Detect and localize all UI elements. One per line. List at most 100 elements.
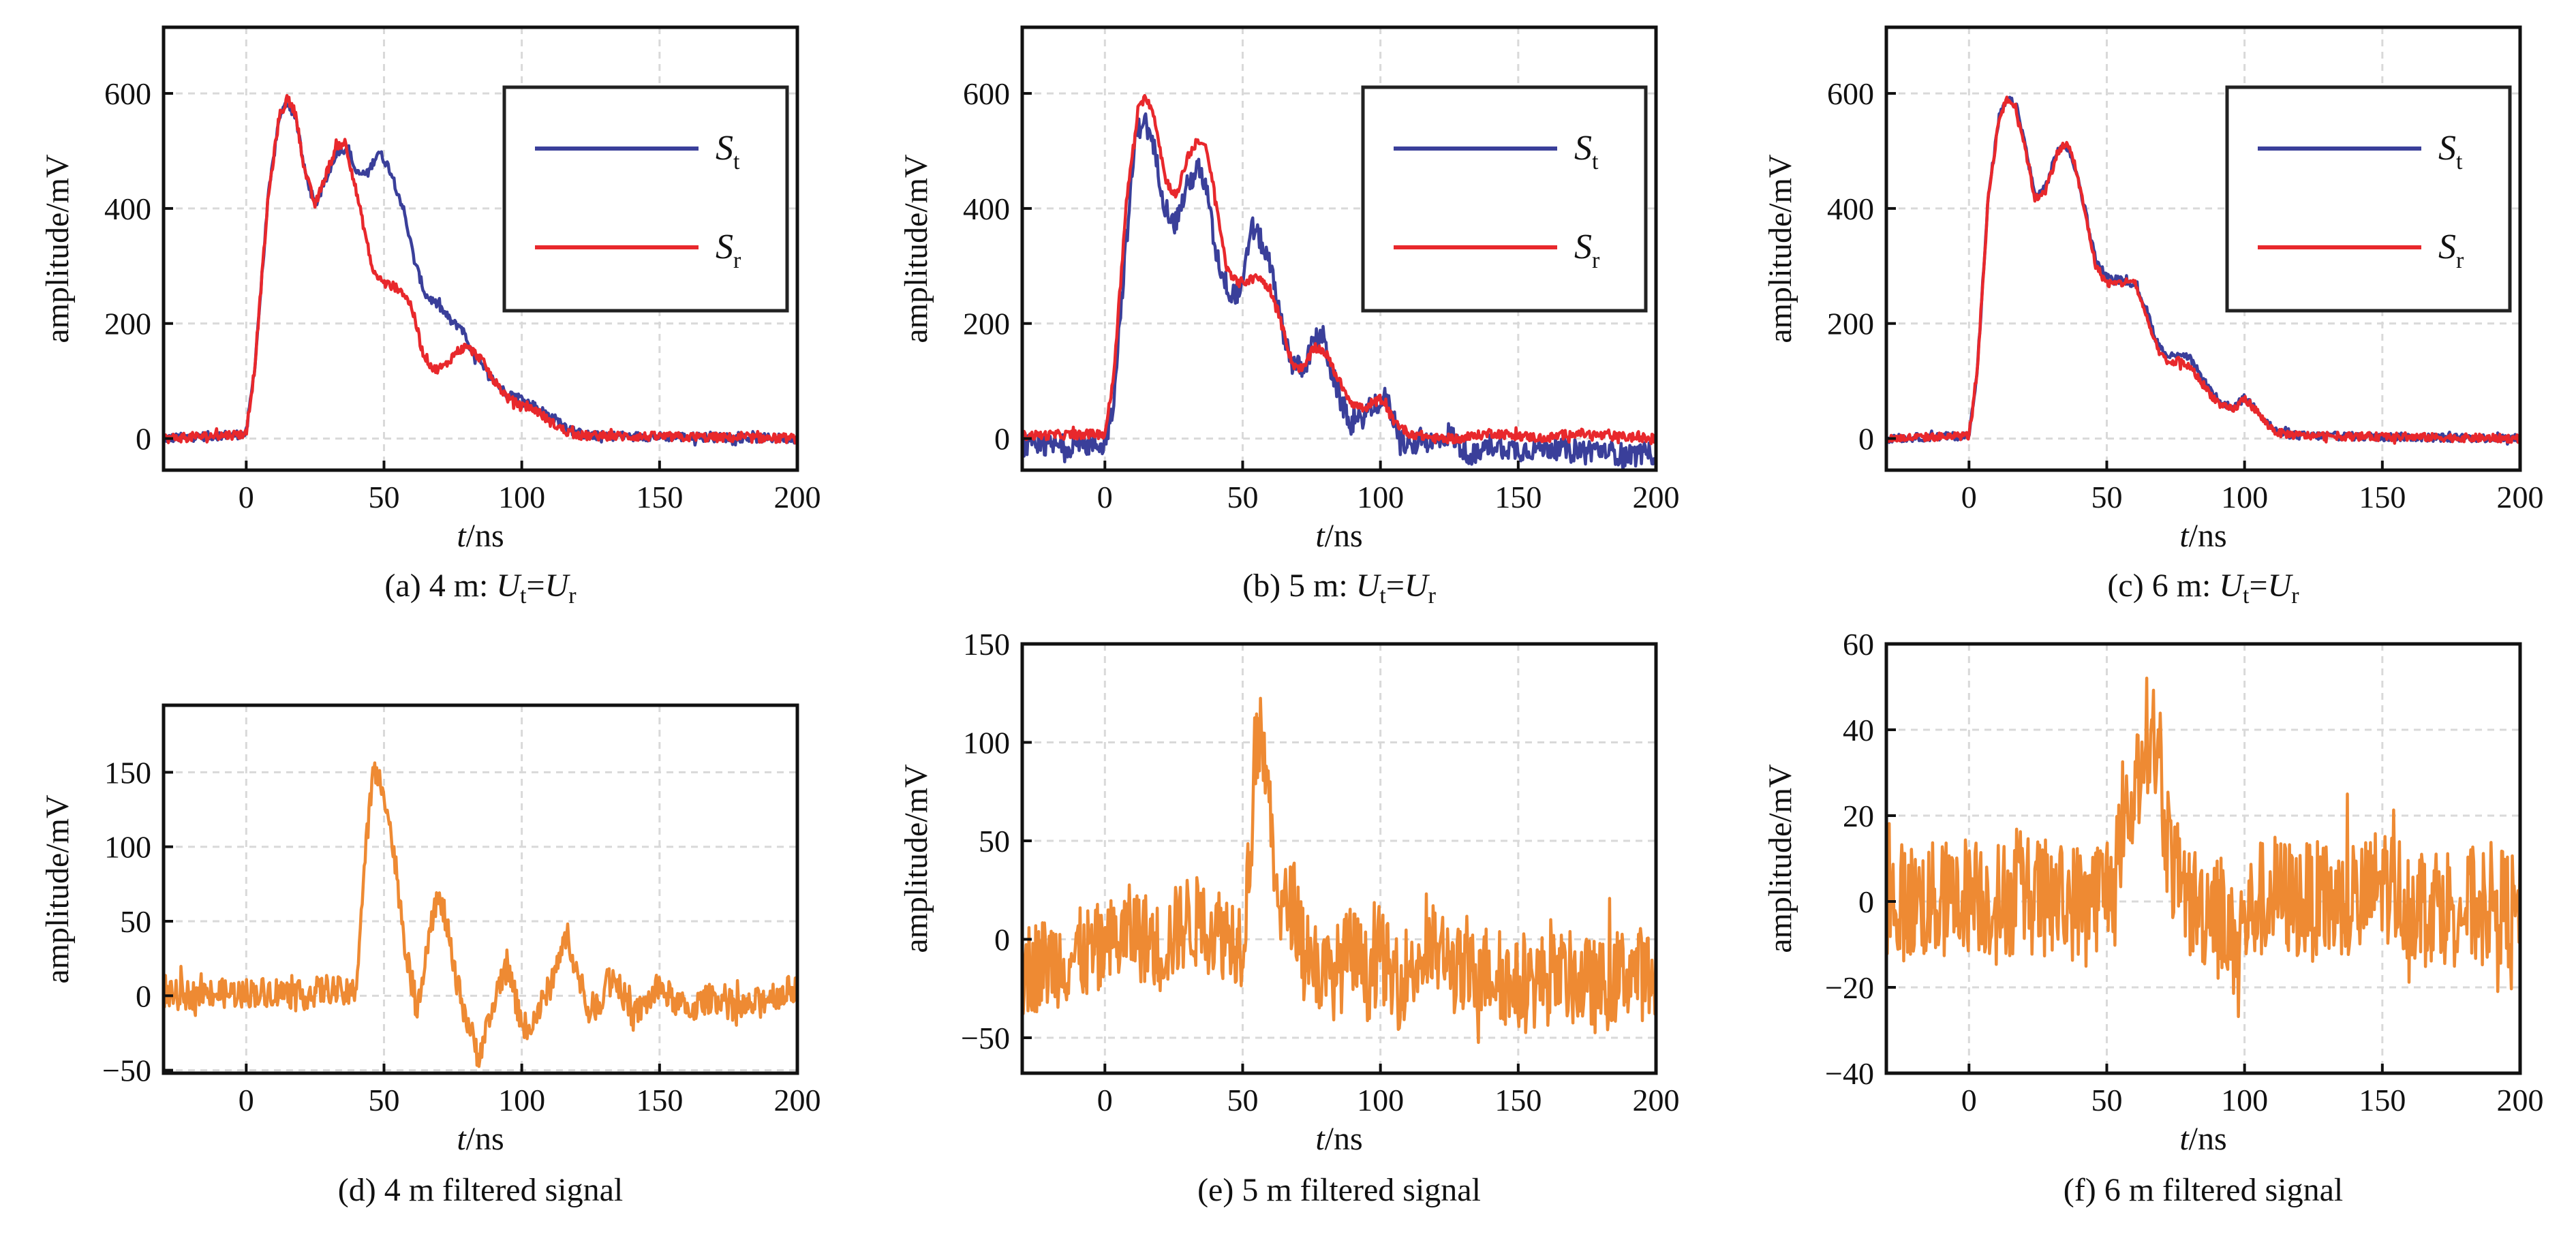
x-tick-label: 200 xyxy=(2497,1083,2544,1117)
legend-label: Sr xyxy=(1574,228,1600,273)
y-tick-label: 0 xyxy=(1858,884,1874,919)
y-axis-label: amplitude/mV xyxy=(898,154,934,343)
y-tick-label: 100 xyxy=(104,830,151,865)
x-tick-label: 150 xyxy=(636,480,683,514)
chart-caption: (b) 5 m: Ut=Ur xyxy=(1242,568,1437,608)
legend: St Sr xyxy=(1361,85,1648,313)
legend: St Sr xyxy=(2225,85,2512,313)
x-tick-label: 100 xyxy=(1357,480,1404,514)
plot-frame xyxy=(1020,25,1658,472)
legend-label: Sr xyxy=(2438,228,2464,273)
x-tick-label: 0 xyxy=(239,480,254,514)
x-axis-label: t/ns xyxy=(457,1121,504,1157)
y-tick-label: 600 xyxy=(104,76,151,111)
x-tick-label: 200 xyxy=(774,480,821,514)
y-axis-label: amplitude/mV xyxy=(1762,764,1798,953)
chart-panel-a: 0 50 100 150 200 0 200 400 600 t/ns amplitude/mV (a… xyxy=(40,25,821,608)
y-tick-label: 20 xyxy=(1843,799,1874,833)
y-tick-label: 0 xyxy=(136,978,151,1013)
x-tick-label: 50 xyxy=(1227,1083,1258,1117)
plot-frame xyxy=(1884,642,2522,1075)
x-axis-label: t/ns xyxy=(1315,1121,1362,1157)
legend-box xyxy=(1361,85,1648,313)
y-tick-label: 0 xyxy=(136,422,151,457)
y-tick-label: 200 xyxy=(104,307,151,341)
x-tick-label: 0 xyxy=(1961,1083,1977,1117)
chart-panel-f: 0 50 100 150 200 −40 −20 0 20 40 60 t/ns amplitude/m… xyxy=(1762,627,2544,1208)
chart-caption: (d) 4 m filtered signal xyxy=(338,1172,624,1208)
x-tick-label: 50 xyxy=(368,480,399,514)
x-axis-label: t/ns xyxy=(457,518,504,554)
series-line-a-1 xyxy=(164,93,797,445)
y-tick-label: 100 xyxy=(963,725,1010,760)
y-tick-label: 200 xyxy=(963,307,1010,341)
x-axis-label: t/ns xyxy=(2179,1121,2226,1157)
x-tick-label: 200 xyxy=(774,1083,821,1117)
chart-panel-d: 0 50 100 150 200 −50 0 50 100 150 t/ns amplitude/mV… xyxy=(40,703,821,1208)
y-tick-label: 0 xyxy=(994,422,1010,457)
x-tick-label: 100 xyxy=(498,480,545,514)
y-tick-label: 0 xyxy=(994,922,1010,957)
x-tick-label: 50 xyxy=(2091,480,2122,514)
series-line-b-0 xyxy=(1022,112,1656,470)
x-tick-label: 150 xyxy=(1494,480,1542,514)
x-tick-label: 150 xyxy=(636,1083,683,1117)
chart-caption: (f) 6 m filtered signal xyxy=(2064,1172,2344,1208)
chart-caption: (c) 6 m: Ut=Ur xyxy=(2107,568,2299,608)
x-tick-label: 50 xyxy=(1227,480,1258,514)
series-line-c-1 xyxy=(1886,95,2520,445)
chart-panel-e: 0 50 100 150 200 −50 0 50 100 150 t/ns amplitude/mV… xyxy=(898,627,1680,1208)
x-tick-label: 150 xyxy=(2359,480,2406,514)
legend-box xyxy=(502,85,789,313)
y-tick-label: 400 xyxy=(1827,191,1874,226)
y-tick-label: 50 xyxy=(120,904,151,939)
y-axis-label: amplitude/mV xyxy=(40,795,76,984)
x-axis-label: t/ns xyxy=(2179,518,2226,554)
x-tick-label: 50 xyxy=(368,1083,399,1117)
y-axis-label: amplitude/mV xyxy=(40,154,76,343)
series-line-d-0 xyxy=(164,761,797,1068)
y-tick-label: 150 xyxy=(104,755,151,790)
y-tick-label: −50 xyxy=(961,1021,1010,1055)
chart-panel-c: 0 50 100 150 200 0 200 400 600 t/ns amplitude/mV (c… xyxy=(1762,25,2544,608)
legend-box xyxy=(2225,85,2512,313)
x-tick-label: 150 xyxy=(1494,1083,1542,1117)
plot-frame xyxy=(162,703,799,1075)
series-line-f-0 xyxy=(1886,676,2520,1019)
y-tick-label: 600 xyxy=(1827,76,1874,111)
x-tick-label: 100 xyxy=(1357,1083,1404,1117)
y-tick-label: 150 xyxy=(963,627,1010,662)
legend-label: St xyxy=(1574,129,1599,174)
y-tick-label: 400 xyxy=(963,191,1010,226)
x-tick-label: 50 xyxy=(2091,1083,2122,1117)
x-tick-label: 100 xyxy=(498,1083,545,1117)
y-tick-label: 40 xyxy=(1843,713,1874,747)
x-tick-label: 200 xyxy=(1633,480,1680,514)
legend: St Sr xyxy=(502,85,789,313)
chart-panel-b: 0 50 100 150 200 0 200 400 600 t/ns amplitude/mV (b… xyxy=(898,25,1680,608)
x-tick-label: 100 xyxy=(2221,480,2268,514)
x-tick-label: 200 xyxy=(2497,480,2544,514)
legend-label: Sr xyxy=(716,228,741,273)
legend-label: St xyxy=(2438,129,2463,174)
y-tick-label: −20 xyxy=(1825,970,1874,1005)
x-axis-label: t/ns xyxy=(1315,518,1362,554)
chart-caption: (a) 4 m: Ut=Ur xyxy=(384,568,577,608)
y-tick-label: 50 xyxy=(979,824,1010,859)
y-tick-label: 200 xyxy=(1827,307,1874,341)
y-tick-label: 60 xyxy=(1843,627,1874,662)
y-tick-label: 600 xyxy=(963,76,1010,111)
x-tick-label: 0 xyxy=(1097,1083,1113,1117)
plot-frame xyxy=(1884,25,2522,472)
plot-frame xyxy=(1020,642,1658,1075)
y-tick-label: 400 xyxy=(104,191,151,226)
y-tick-label: 0 xyxy=(1858,422,1874,457)
x-tick-label: 0 xyxy=(1961,480,1977,514)
x-tick-label: 150 xyxy=(2359,1083,2406,1117)
y-axis-label: amplitude/mV xyxy=(1762,154,1798,343)
chart-caption: (e) 5 m filtered signal xyxy=(1197,1172,1481,1208)
series-line-b-1 xyxy=(1022,93,1656,446)
x-tick-label: 200 xyxy=(1633,1083,1680,1117)
y-axis-label: amplitude/mV xyxy=(898,764,934,953)
